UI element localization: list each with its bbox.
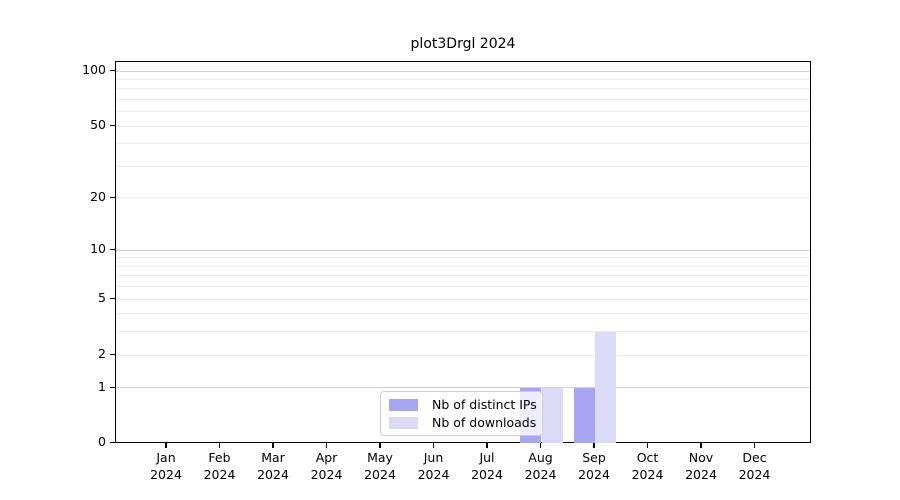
- x-tick: [700, 443, 702, 448]
- gridline-minor: [116, 78, 810, 80]
- x-tick: [379, 443, 381, 448]
- gridline-minor: [116, 286, 810, 288]
- x-tick: [646, 443, 649, 448]
- y-tick-label: 100: [82, 62, 106, 77]
- y-tick-label: 50: [90, 117, 106, 133]
- legend-label-distinct-ips: Nb of distinct IPs: [432, 397, 537, 412]
- gridline-minor: [116, 143, 810, 145]
- y-tick: [110, 442, 115, 444]
- x-tick: [218, 443, 221, 448]
- x-tick-label: Sep 2024: [578, 450, 610, 482]
- gridline-minor: [116, 98, 810, 100]
- legend-swatch-distinct-ips: [389, 398, 418, 411]
- gridline-minor: [116, 354, 810, 356]
- gridline-minor: [116, 275, 810, 277]
- x-tick-label: Aug 2024: [524, 450, 557, 482]
- gridline-minor: [116, 331, 810, 333]
- x-tick: [432, 443, 435, 448]
- gridline-minor: [116, 88, 810, 90]
- y-tick: [110, 386, 115, 389]
- gridline-minor: [116, 265, 810, 267]
- legend: Nb of distinct IPs Nb of downloads: [380, 391, 543, 436]
- gridline-major: [116, 70, 810, 72]
- x-tick-label: May 2024: [364, 450, 396, 482]
- gridline-minor: [116, 111, 810, 113]
- y-tick-label: 1: [98, 378, 106, 394]
- y-tick: [110, 125, 115, 127]
- gridline-major: [116, 387, 810, 389]
- bar-downloads: [541, 387, 563, 443]
- y-tick-label: 2: [98, 346, 106, 362]
- y-tick: [110, 70, 115, 72]
- x-tick-label: Oct 2024: [631, 450, 664, 482]
- legend-item-distinct-ips: Nb of distinct IPs: [389, 397, 537, 412]
- bar-downloads: [595, 331, 617, 443]
- legend-item-downloads: Nb of downloads: [389, 415, 537, 430]
- legend-label-downloads: Nb of downloads: [432, 415, 537, 430]
- gridline-minor: [116, 257, 810, 259]
- y-tick-label: 5: [98, 290, 106, 306]
- x-tick: [593, 443, 595, 448]
- plot-area: [115, 61, 811, 443]
- gridline-minor: [116, 197, 810, 199]
- x-tick: [486, 443, 488, 448]
- y-tick: [110, 298, 115, 300]
- x-tick: [539, 443, 542, 448]
- y-tick: [110, 196, 115, 199]
- x-tick-label: Jan 2024: [150, 450, 182, 482]
- x-tick: [325, 443, 328, 448]
- gridline-minor: [116, 298, 810, 300]
- bar-distinct-ips: [573, 387, 595, 443]
- x-tick-label: Apr 2024: [310, 450, 343, 482]
- x-tick-label: Dec 2024: [738, 450, 771, 482]
- gridline-minor: [116, 165, 810, 167]
- y-tick-label: 0: [98, 434, 106, 449]
- x-tick: [165, 443, 167, 448]
- x-tick-label: Nov 2024: [685, 450, 717, 482]
- x-tick-label: Jun 2024: [417, 450, 450, 482]
- gridline-minor: [116, 125, 810, 127]
- chart-title: plot3Drgl 2024: [410, 36, 516, 52]
- gridline-major: [116, 249, 810, 251]
- x-tick-label: Jul 2024: [471, 450, 503, 482]
- x-tick-label: Mar 2024: [257, 450, 289, 482]
- x-tick-label: Feb 2024: [203, 450, 236, 482]
- y-tick-label: 10: [90, 241, 106, 257]
- x-tick: [753, 443, 756, 448]
- legend-swatch-downloads: [389, 416, 418, 429]
- y-tick: [110, 249, 115, 251]
- y-tick: [110, 354, 115, 356]
- x-tick: [272, 443, 274, 448]
- gridline-minor: [116, 313, 810, 315]
- y-tick-label: 20: [90, 188, 106, 204]
